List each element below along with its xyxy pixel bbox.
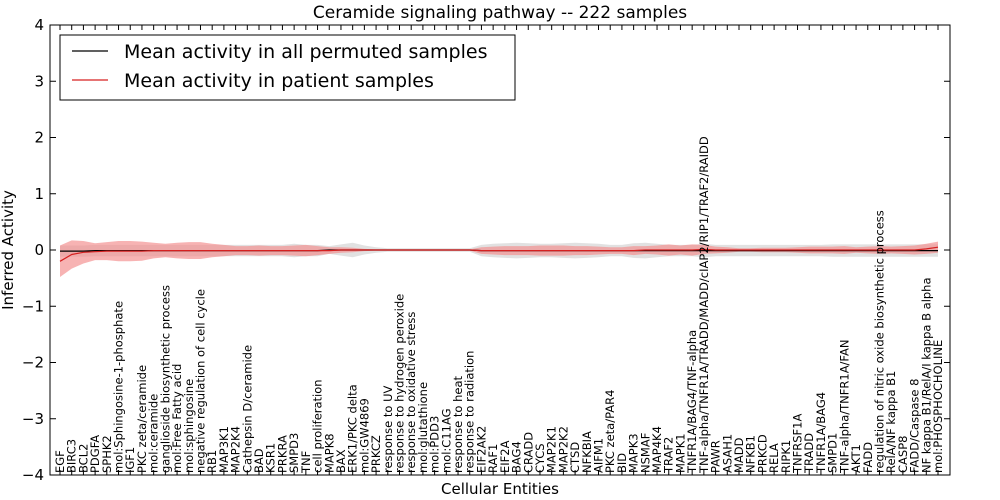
x-category-label: MAPK1 bbox=[674, 433, 688, 473]
x-category-label: PAWR bbox=[709, 440, 723, 473]
x-category-label: MAPK8 bbox=[322, 433, 336, 473]
x-category-label: BIRC3 bbox=[65, 439, 79, 473]
x-category-label: BAX bbox=[334, 449, 348, 473]
x-category-label: PRKCD bbox=[755, 434, 769, 473]
x-category-label: TNFR1A/BAG4 bbox=[814, 392, 828, 474]
chart-title: Ceramide signaling pathway -- 222 sample… bbox=[313, 3, 687, 23]
x-category-label: TNF-alpha/TNFR1A/FAN bbox=[837, 340, 851, 474]
x-category-label: MADD bbox=[732, 437, 746, 473]
x-category-label: RB1 bbox=[205, 450, 219, 473]
x-category-label: BID bbox=[615, 453, 629, 473]
x-category-label: mol:glutathione bbox=[416, 382, 430, 473]
x-category-label: SPHK2 bbox=[100, 435, 114, 473]
y-tick-label: 1 bbox=[34, 185, 44, 203]
x-category-label: MAP4K4 bbox=[650, 426, 664, 473]
x-category-label: TRAF2 bbox=[662, 437, 676, 474]
x-category-label: EGF bbox=[53, 450, 67, 473]
x-category-label: Cathepsin D/ceramide bbox=[240, 345, 254, 473]
x-category-label: mol:GW4869 bbox=[357, 398, 371, 473]
legend-frame bbox=[59, 34, 516, 101]
x-axis-title: Cellular Entities bbox=[441, 480, 559, 498]
x-category-label: response to radiation bbox=[463, 351, 477, 473]
x-category-label: TNFR1A/BAG4/TNF-alpha bbox=[685, 330, 699, 474]
x-category-label: NFKBIA bbox=[580, 431, 594, 473]
x-category-label: CRADD bbox=[521, 432, 535, 473]
x-category-label: mol:PDD3 bbox=[428, 416, 442, 473]
x-category-label: MAP2K1 bbox=[545, 426, 559, 473]
x-category-label: PDGFA bbox=[88, 435, 102, 473]
series-line-patient bbox=[59, 246, 939, 262]
y-tick-label: −3 bbox=[22, 410, 44, 428]
x-category-label: ERK1/PKC delta bbox=[346, 384, 360, 473]
x-category-label: ganglioside biosynthetic process bbox=[158, 285, 172, 473]
y-tick-label: 4 bbox=[34, 16, 44, 34]
x-category-label: cell proliferation bbox=[311, 379, 325, 473]
x-category-label: TRADD bbox=[802, 433, 816, 474]
x-category-label: BAG4 bbox=[510, 441, 524, 473]
legend-label-permuted: Mean activity in all permuted samples bbox=[124, 41, 487, 63]
x-category-label: CYCS bbox=[533, 443, 547, 473]
x-category-label: TNFRSF1A bbox=[791, 414, 805, 474]
x-category-label: negative regulation of cell cycle bbox=[194, 289, 208, 473]
y-tick-label: 0 bbox=[34, 241, 44, 259]
x-category-label: SMPD1 bbox=[826, 433, 840, 473]
x-category-label: mol:ceramide bbox=[147, 394, 161, 473]
x-category-label: PKC zeta/PAR4 bbox=[603, 390, 617, 473]
x-category-label: RIPK1 bbox=[779, 440, 793, 473]
x-category-label: ASAH1 bbox=[720, 434, 734, 473]
x-category-label: mol:C11AG bbox=[439, 408, 453, 473]
y-axis-title: Inferred Activity bbox=[0, 190, 17, 310]
x-category-label: EIF2A bbox=[498, 440, 512, 473]
x-category-label: NFKB1 bbox=[744, 435, 758, 473]
x-category-label: RelA/NF kappa B1 bbox=[884, 371, 898, 473]
x-category-label: PKC zeta/ceramide bbox=[135, 365, 149, 473]
x-category-label: TNF-alpha/TNFR1A/TRADD/MADD/cIAP2/RIP1/T… bbox=[697, 136, 711, 474]
y-tick-label: −2 bbox=[22, 354, 44, 372]
x-category-label: mol:Sphingosine-1-phosphate bbox=[112, 301, 126, 473]
lines-layer bbox=[59, 246, 939, 262]
x-category-label: TNF bbox=[299, 451, 313, 474]
x-category-label: KSR1 bbox=[264, 443, 278, 473]
x-category-label: CTSD bbox=[568, 442, 582, 473]
x-category-label: AIFM1 bbox=[592, 438, 606, 473]
x-category-label: NSMAF bbox=[638, 433, 652, 473]
x-category-label: EIF2AK2 bbox=[474, 426, 488, 473]
x-category-label: FADD/Caspase 8 bbox=[908, 379, 922, 473]
x-category-label: response to heat bbox=[451, 376, 465, 473]
x-category-label: MAPK3 bbox=[627, 433, 641, 473]
x-category-label: AKT1 bbox=[849, 444, 863, 473]
legend-label-patient: Mean activity in patient samples bbox=[124, 70, 434, 92]
x-category-label: MAP3K1 bbox=[217, 426, 231, 473]
x-category-label: IGF1 bbox=[123, 447, 137, 473]
x-category-label: PRKRA bbox=[275, 435, 289, 473]
y-tick-label: −4 bbox=[22, 466, 44, 484]
x-category-label: NF kappa B1/RelA/I kappa B alpha bbox=[919, 277, 933, 473]
x-category-label: MAP2K4 bbox=[229, 426, 243, 473]
legend: Mean activity in all permuted samples Me… bbox=[59, 34, 516, 101]
x-category-label: SMPD3 bbox=[287, 433, 301, 473]
x-category-label: MAP2K2 bbox=[556, 426, 570, 473]
x-category-label: RAF1 bbox=[486, 444, 500, 473]
x-category-label: response to UV bbox=[381, 385, 395, 473]
x-category-label: PRKCZ bbox=[369, 435, 383, 473]
x-category-label: response to oxidative stress bbox=[404, 312, 418, 473]
x-category-label: mol:Free Fatty acid bbox=[170, 364, 184, 473]
x-category-label: response to hydrogen peroxide bbox=[393, 294, 407, 473]
x-category-label: FADD bbox=[861, 442, 875, 473]
category-labels-layer: EGFBIRC3BCL2PDGFASPHK2mol:Sphingosine-1-… bbox=[53, 136, 945, 474]
ticks-layer: −4 −3 −2 −1 0 1 2 3 4 bbox=[22, 16, 950, 484]
y-tick-label: −1 bbox=[22, 297, 44, 315]
x-category-label: BAD bbox=[252, 448, 266, 473]
y-tick-label: 3 bbox=[34, 72, 44, 90]
y-tick-label: 2 bbox=[34, 129, 44, 147]
x-category-label: CASP8 bbox=[896, 436, 910, 473]
x-category-label: mol:PHOSPHOCHOLINE bbox=[931, 340, 945, 473]
x-category-label: BCL2 bbox=[76, 444, 90, 473]
x-category-label: RELA bbox=[767, 443, 781, 473]
x-category-label: regulation of nitric oxide biosynthetic … bbox=[873, 210, 887, 473]
x-category-label: mol:sphingosine bbox=[182, 379, 196, 473]
plot-frame bbox=[49, 24, 951, 476]
